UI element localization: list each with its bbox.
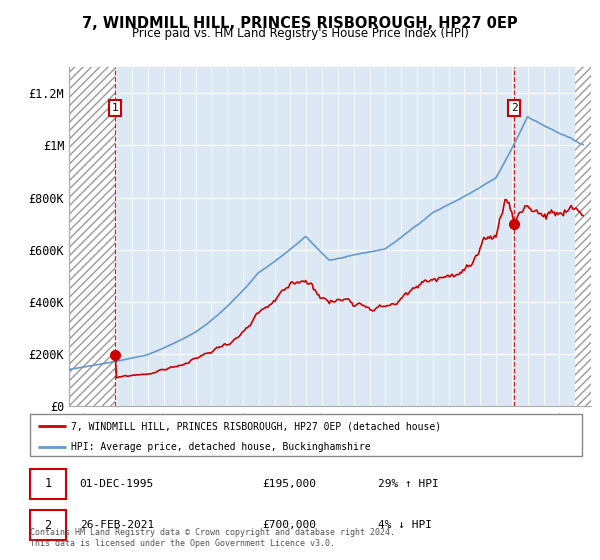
- Text: 7, WINDMILL HILL, PRINCES RISBOROUGH, HP27 0EP: 7, WINDMILL HILL, PRINCES RISBOROUGH, HP…: [82, 16, 518, 31]
- Text: HPI: Average price, detached house, Buckinghamshire: HPI: Average price, detached house, Buck…: [71, 442, 371, 452]
- Text: 01-DEC-1995: 01-DEC-1995: [80, 479, 154, 489]
- FancyBboxPatch shape: [30, 469, 66, 499]
- Text: Price paid vs. HM Land Registry's House Price Index (HPI): Price paid vs. HM Land Registry's House …: [131, 27, 469, 40]
- FancyBboxPatch shape: [30, 510, 66, 540]
- Text: 1: 1: [44, 477, 52, 491]
- Text: 1: 1: [112, 103, 119, 113]
- Bar: [575, 67, 591, 406]
- FancyBboxPatch shape: [30, 414, 582, 456]
- Text: 4% ↓ HPI: 4% ↓ HPI: [378, 520, 432, 530]
- Text: 7, WINDMILL HILL, PRINCES RISBOROUGH, HP27 0EP (detached house): 7, WINDMILL HILL, PRINCES RISBOROUGH, HP…: [71, 421, 442, 431]
- Text: £195,000: £195,000: [262, 479, 316, 489]
- Text: 2: 2: [44, 519, 52, 532]
- Text: Contains HM Land Registry data © Crown copyright and database right 2024.
This d: Contains HM Land Registry data © Crown c…: [30, 528, 395, 548]
- Bar: [69, 67, 115, 406]
- Text: 29% ↑ HPI: 29% ↑ HPI: [378, 479, 439, 489]
- Text: 2: 2: [511, 103, 518, 113]
- Text: £700,000: £700,000: [262, 520, 316, 530]
- Text: 26-FEB-2021: 26-FEB-2021: [80, 520, 154, 530]
